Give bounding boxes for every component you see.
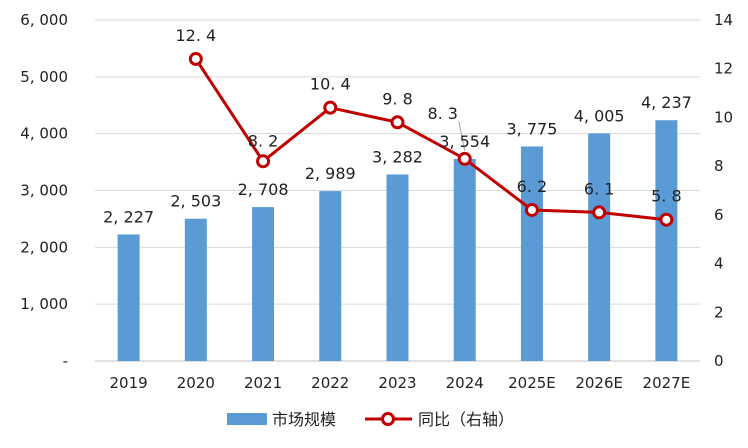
line-data-label: 12. 4 [175,26,216,45]
label-leader-line [458,120,466,151]
line-marker [659,212,674,227]
bar [588,133,611,361]
y-right-tick-label: 4 [714,255,724,273]
bar [453,159,476,361]
data-labels: 2, 227 2, 503 2, 708 2, 989 3, 282 3, 554 3, 7… [103,26,692,226]
line-data-label: 10. 4 [310,75,351,94]
bar [386,174,409,361]
line-marker [592,205,607,220]
x-tick-label: 2026E [575,374,623,392]
y-right-tick-label: 6 [714,206,724,224]
bar-data-label: 2, 989 [305,164,356,183]
legend-line-marker [381,412,395,426]
x-tick-label: 2024 [446,374,484,392]
line-marker [188,51,203,66]
bar-data-label: 3, 775 [506,119,557,138]
line-data-label: 8. 3 [427,104,458,123]
x-tick-label: 2023 [378,374,416,392]
line-series [188,51,674,227]
y-right-tick-label: 0 [714,352,724,370]
bar-data-label: 2, 503 [170,192,221,211]
y-right-tick-label: 12 [714,60,733,78]
line-series-path [194,58,667,222]
line-marker [524,202,539,217]
bar [319,191,342,361]
y-right-tick-label: 8 [714,157,724,175]
bar-data-label: 4, 237 [641,93,692,112]
line-marker [256,154,271,169]
y-right-tick-label: 10 [714,108,733,126]
bar [252,207,275,361]
line-marker [390,115,405,130]
bar-data-label: 3, 282 [372,147,423,166]
axes: - 1, 000 2, 000 3, 000 4, 000 5, 000 6, 000 0 2 4… [20,11,733,392]
y-left-tick-label: - [63,352,68,370]
x-tick-label: 2027E [643,374,691,392]
y-left-tick-label: 6, 000 [20,11,68,29]
y-right-tick-label: 2 [714,303,724,321]
x-tick-label: 2025E [508,374,556,392]
legend-bar-swatch [227,413,267,425]
line-data-label: 9. 8 [382,89,413,108]
y-left-tick-label: 4, 000 [20,125,68,143]
legend: 市场规模 同比（右轴） [227,410,514,429]
bar [184,218,207,361]
x-tick-label: 2021 [244,374,282,392]
bar [520,146,543,361]
y-left-tick-label: 5, 000 [20,68,68,86]
line-data-label: 6. 2 [517,177,548,196]
bar-data-label: 3, 554 [439,132,490,151]
line-data-label: 8. 2 [248,131,279,150]
bar [117,234,140,361]
legend-bar-label: 市场规模 [272,410,336,429]
bar [655,120,678,361]
line-marker [323,100,338,115]
bar-data-label: 2, 708 [238,180,289,199]
y-right-tick-label: 14 [714,11,733,29]
y-left-tick-label: 1, 000 [20,295,68,313]
line-data-label: 5. 8 [651,187,682,206]
y-left-tick-label: 3, 000 [20,182,68,200]
line-data-label: 6. 1 [584,179,615,198]
bar-data-label: 2, 227 [103,207,154,226]
y-left-tick-label: 2, 000 [20,238,68,256]
x-tick-label: 2020 [177,374,215,392]
bar-series [117,120,678,361]
line-marker [457,151,472,166]
legend-line-label: 同比（右轴） [418,410,514,429]
bar-data-label: 4, 005 [574,106,625,125]
x-tick-label: 2022 [311,374,349,392]
x-tick-label: 2019 [110,374,148,392]
